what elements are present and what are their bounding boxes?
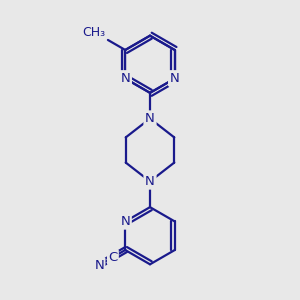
Text: N: N xyxy=(170,72,180,85)
Text: N: N xyxy=(94,259,104,272)
Text: N: N xyxy=(120,72,130,85)
Text: N: N xyxy=(145,175,155,188)
Text: C: C xyxy=(108,251,118,264)
Text: N: N xyxy=(120,215,130,228)
Text: N: N xyxy=(170,72,180,85)
Text: N: N xyxy=(145,112,155,125)
Text: N: N xyxy=(120,72,130,85)
Text: CH₃: CH₃ xyxy=(82,26,105,38)
